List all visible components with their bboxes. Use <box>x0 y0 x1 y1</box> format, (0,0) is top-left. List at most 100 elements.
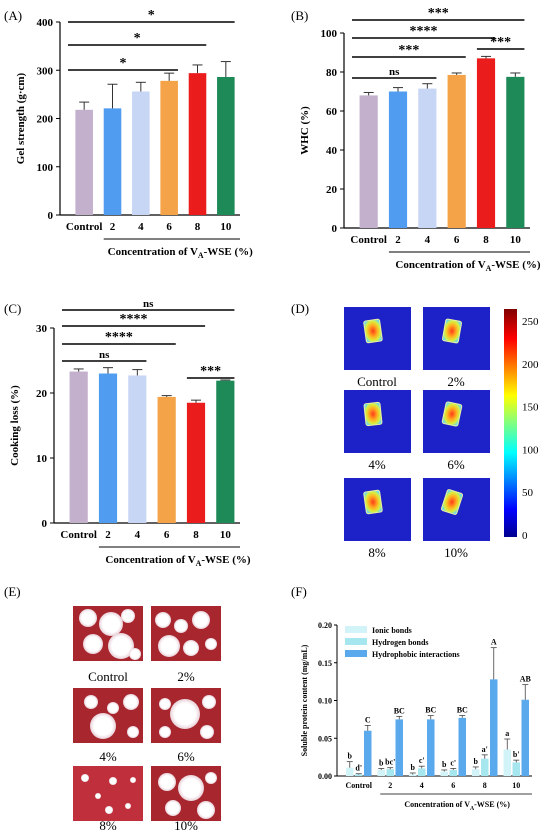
significance-letter: c' <box>450 758 456 767</box>
panel-label-b: (B) <box>291 8 308 23</box>
significance-letter: b <box>474 757 479 766</box>
significance-label: *** <box>428 6 449 21</box>
micrograph-pore <box>155 612 171 628</box>
significance-label: *** <box>398 43 419 58</box>
micrograph-label: Control <box>88 669 128 684</box>
thermal-sample <box>363 401 383 427</box>
thermal-sample <box>442 318 462 344</box>
colorbar-tick-label: 50 <box>522 487 534 499</box>
y-tick-label: 40 <box>326 145 338 157</box>
x-axis-label: Concentration of VA-WSE (%) <box>108 246 253 260</box>
significance-letter: b <box>348 752 353 761</box>
micrograph-pore <box>205 638 217 650</box>
colorbar-tick-label: 100 <box>522 444 539 456</box>
thermal-sample-label: 10% <box>444 545 468 560</box>
significance-label: ns <box>99 349 110 361</box>
legend-swatch <box>345 626 367 633</box>
significance-label: *** <box>490 35 511 50</box>
significance-letter: a' <box>482 745 488 754</box>
colorbar-tick-label: 250 <box>522 316 539 328</box>
colorbar-tick-label: 0 <box>522 530 528 542</box>
micrograph-pore <box>107 702 119 714</box>
significance-label: ns <box>143 298 154 310</box>
y-tick-label: 0 <box>42 518 48 530</box>
micrograph-pore <box>127 726 139 738</box>
soluble-protein-chart: 0.00 0.05 0.10 0.15 0.20 Soluble protein cont… <box>300 621 532 812</box>
x-tick-label: 6 <box>164 529 170 541</box>
x-tick-label: 10 <box>220 221 232 233</box>
micrograph-pore <box>90 713 116 739</box>
x-tick-label: Control <box>66 221 102 233</box>
micrograph-pore <box>84 695 98 709</box>
significance-label: *** <box>200 364 221 379</box>
micrograph-pore <box>108 633 134 659</box>
y-tick-label: 100 <box>321 28 338 40</box>
x-axis-label: Concentration of VA-WSE (%) <box>395 259 540 273</box>
y-tick-label: 400 <box>37 17 54 29</box>
panel-label-e: (E) <box>4 584 21 599</box>
micrograph-pore <box>81 774 89 782</box>
micrograph-pore <box>178 775 204 801</box>
thermal-sample <box>441 401 463 427</box>
y-tick-label: 20 <box>326 184 338 196</box>
bar <box>409 774 417 776</box>
bar <box>98 373 118 523</box>
x-tick-label: Control <box>350 234 386 246</box>
bar <box>395 719 403 776</box>
micrograph-pore <box>99 612 123 636</box>
y-axis-label: Gel strength (g·cm) <box>15 72 27 164</box>
significance-letter: c' <box>419 756 425 765</box>
panel-label-f: (F) <box>291 584 307 599</box>
bar <box>447 74 466 228</box>
legend-swatch <box>345 650 367 657</box>
y-axis-label: WHC (%) <box>299 106 311 155</box>
thermal-sample <box>363 318 383 344</box>
x-tick-label: 6 <box>166 221 172 233</box>
bar <box>103 108 122 215</box>
micrograph-panel: Control 2% 4% 6% 8% 10% <box>73 606 221 833</box>
bar <box>69 371 88 523</box>
y-tick-label: 80 <box>326 67 338 79</box>
micrograph-pore <box>170 699 200 729</box>
micrograph-pore <box>174 619 188 633</box>
micrograph-label: 6% <box>177 749 195 764</box>
y-axis-label: Soluble protein content (mg/mL) <box>300 644 309 756</box>
micrograph-pore <box>205 772 217 784</box>
significance-letter: BC <box>457 706 468 715</box>
bar <box>355 774 363 776</box>
significance-letter: bc' <box>385 758 395 767</box>
significance-letter: d' <box>355 764 362 773</box>
y-tick-label: 0 <box>332 223 338 235</box>
x-tick-label: 2 <box>388 781 392 790</box>
bar <box>490 679 498 776</box>
micrograph-label: 2% <box>177 669 195 684</box>
x-tick-label: 10 <box>512 781 520 790</box>
bar <box>346 767 354 776</box>
thermal-sample-label: Control <box>357 374 397 389</box>
micrograph-pore <box>183 640 199 656</box>
x-tick-label: 4 <box>425 234 431 246</box>
y-tick-label: 0.15 <box>318 659 332 668</box>
micrograph-pore <box>159 726 171 738</box>
colorbar-tick-label: 200 <box>522 359 539 371</box>
bar <box>128 375 147 523</box>
micrograph-pore <box>165 800 181 816</box>
significance-label: **** <box>410 24 438 39</box>
significance-letter: a <box>505 729 509 738</box>
x-tick-label: 4 <box>138 221 144 233</box>
gel-strength-chart: 0 100 200 300 400 Gel strength (g·cm) Control 2… <box>15 8 253 260</box>
micrograph-pore <box>202 695 216 709</box>
thermal-sample <box>441 489 463 515</box>
y-axis-label: Cooking loss (%) <box>9 385 21 466</box>
micrograph-pore <box>95 793 101 799</box>
y-tick-label: 0.00 <box>318 772 332 781</box>
bar <box>503 749 511 776</box>
significance-label: ns <box>389 66 400 78</box>
significance-letter: C <box>365 715 371 724</box>
bar <box>364 730 372 776</box>
y-tick-label: 0.20 <box>318 621 332 630</box>
y-tick-label: 20 <box>36 388 48 400</box>
legend-swatch <box>345 638 367 645</box>
panel-label-a: (A) <box>4 8 22 23</box>
micrograph-pore <box>125 803 131 809</box>
